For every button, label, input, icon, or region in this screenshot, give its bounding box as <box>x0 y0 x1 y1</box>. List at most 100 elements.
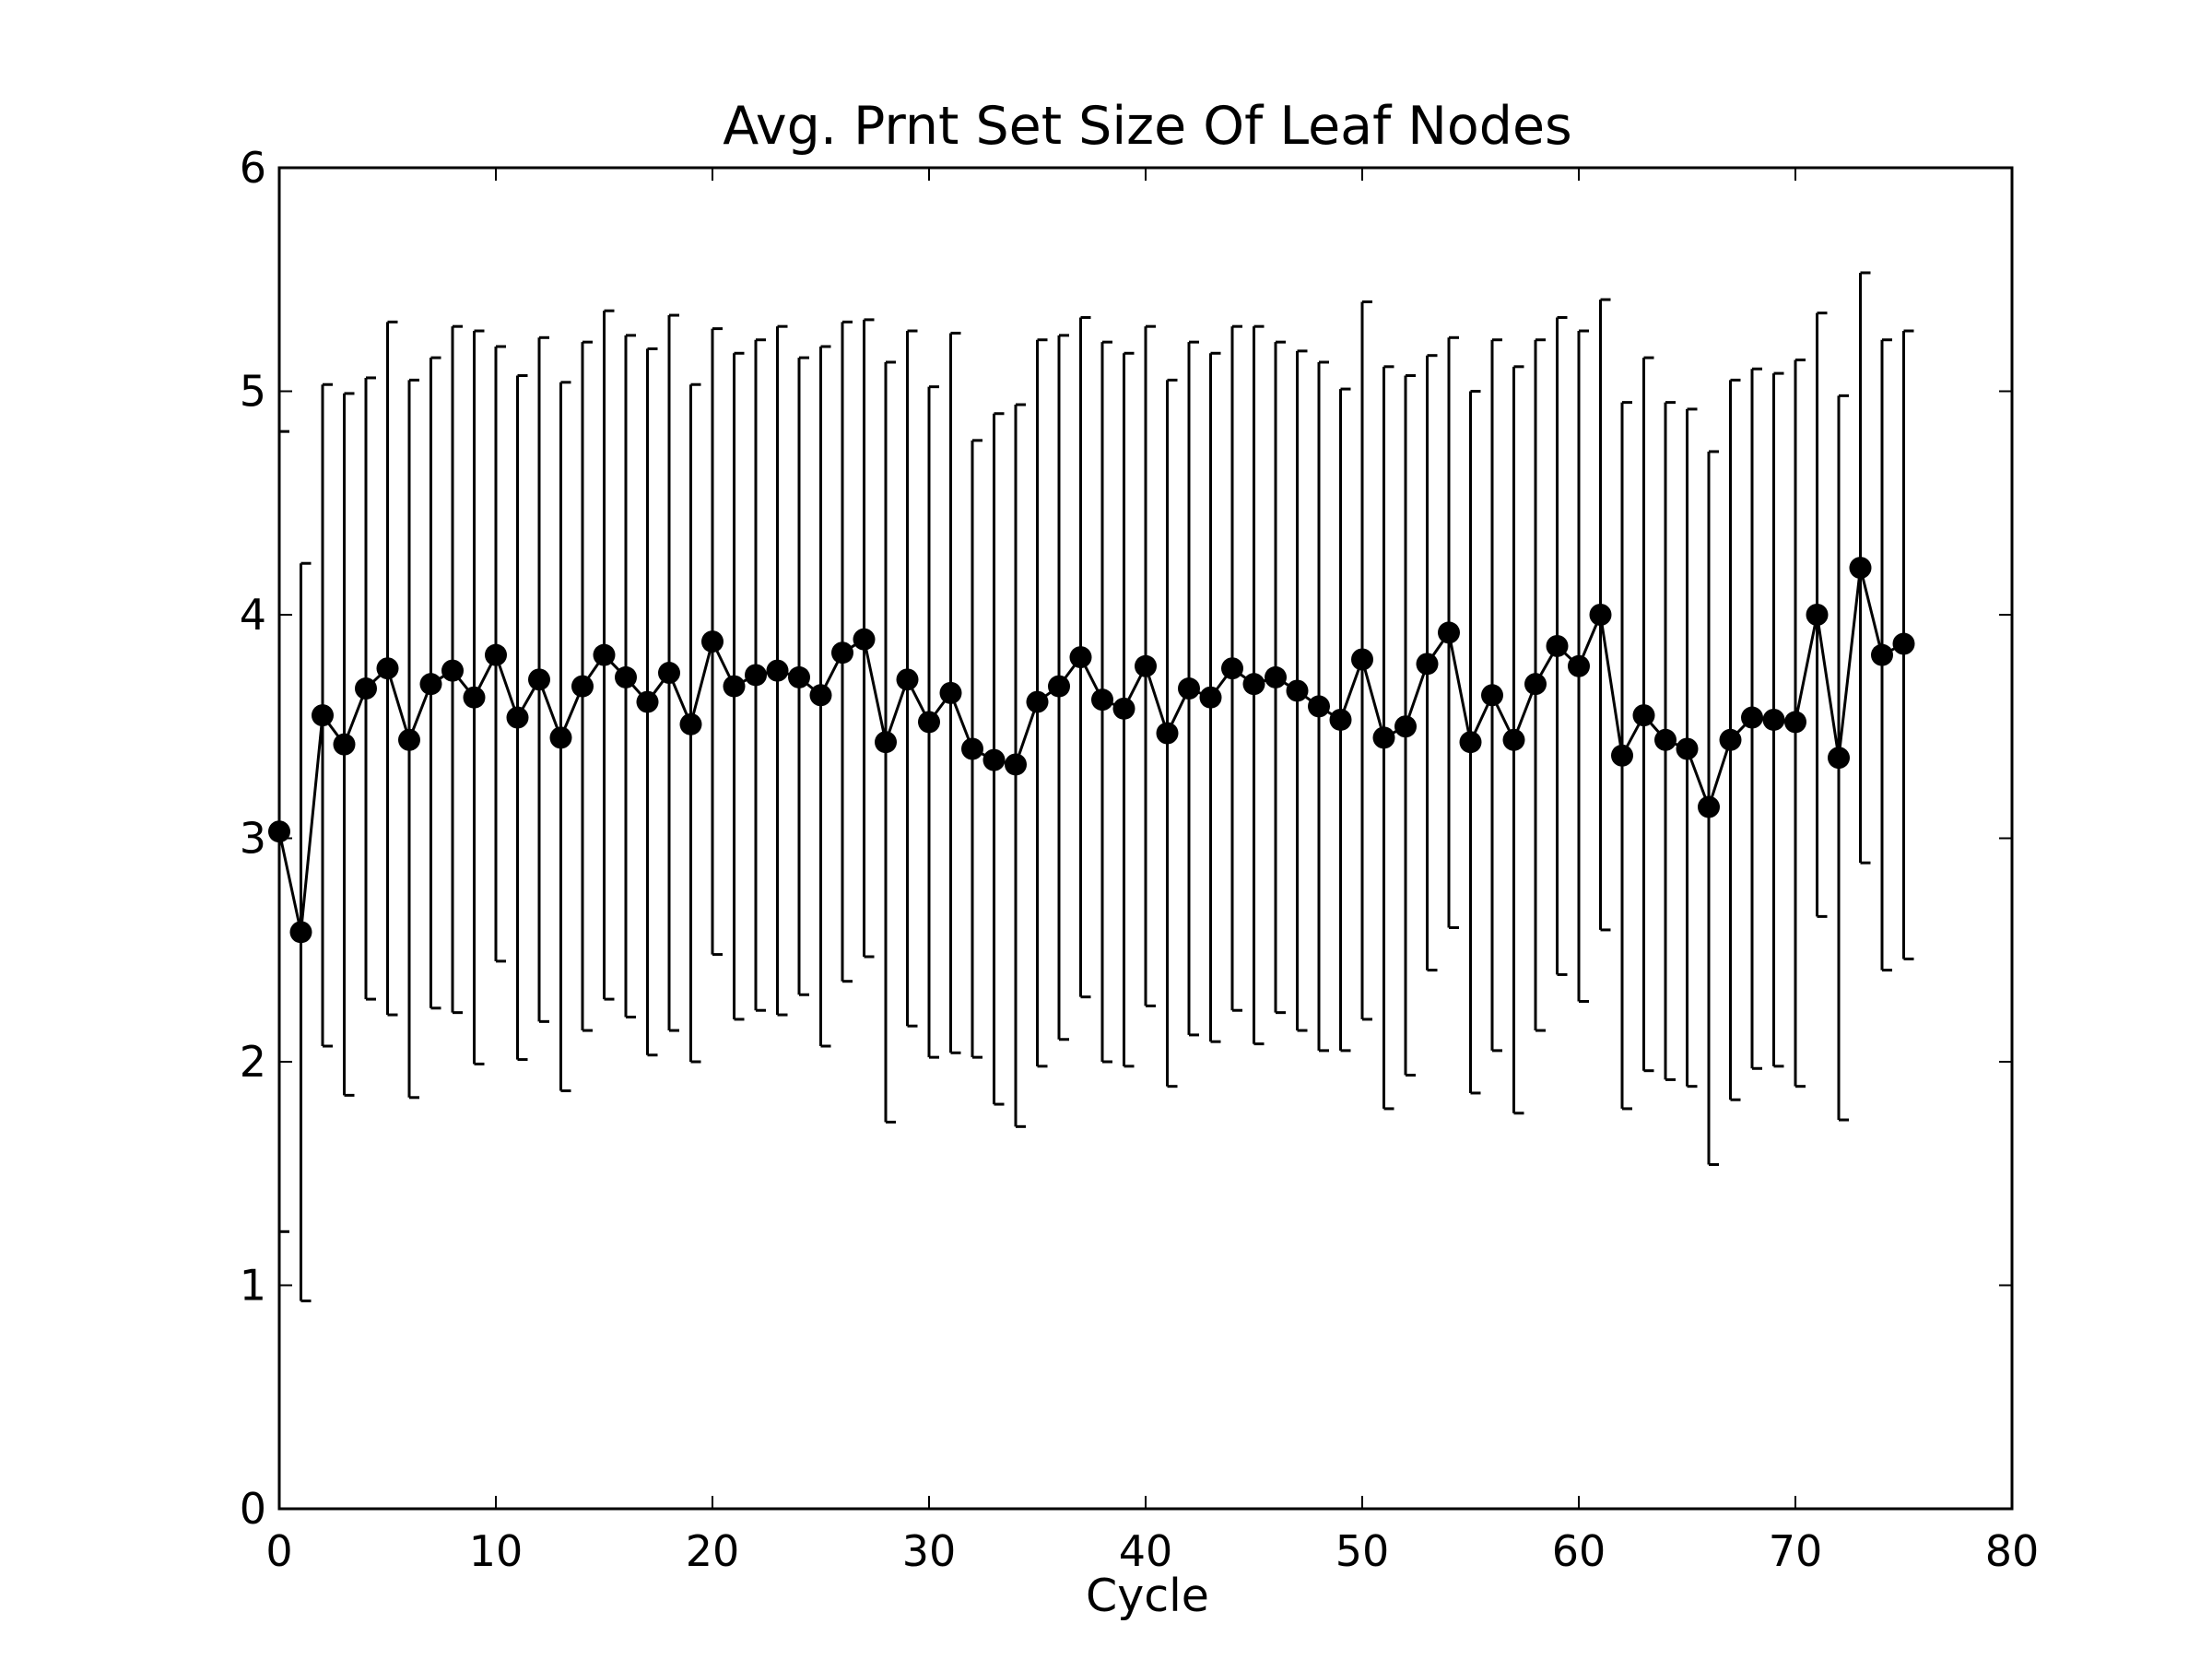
data-point <box>506 706 529 729</box>
axis-ticks <box>278 167 2013 1510</box>
chart-title: Avg. Prnt Set Size Of Leaf Nodes <box>723 96 1572 157</box>
y-tick-label: 1 <box>240 1261 266 1311</box>
x-tick-label: 30 <box>902 1526 957 1576</box>
data-point <box>1069 646 1092 669</box>
data-point <box>463 686 486 709</box>
data-point <box>1654 728 1677 751</box>
data-point <box>1308 695 1330 718</box>
data-point <box>1178 677 1200 700</box>
data-point <box>982 748 1006 771</box>
data-point <box>1849 557 1872 580</box>
data-point <box>1762 708 1785 731</box>
data-point <box>1048 675 1070 698</box>
y-tick-label: 6 <box>240 143 266 193</box>
data-point <box>1416 653 1439 676</box>
data-point <box>1351 648 1373 671</box>
series-line-group <box>277 567 1905 933</box>
y-tick-label: 3 <box>240 814 266 864</box>
data-point <box>1546 634 1569 657</box>
x-tick-labels: 0 10 20 30 40 50 60 70 80 <box>265 1526 2039 1576</box>
data-point <box>571 675 594 698</box>
data-point <box>1719 728 1742 751</box>
data-point <box>485 643 507 666</box>
data-point <box>1242 673 1265 696</box>
data-point <box>636 690 659 713</box>
x-tick-label: 50 <box>1335 1526 1390 1576</box>
data-point <box>1481 684 1503 707</box>
data-point <box>1026 690 1049 713</box>
data-point <box>355 677 377 700</box>
data-point <box>1828 747 1850 770</box>
data-point <box>788 665 810 688</box>
data-point <box>1005 753 1027 776</box>
data-point <box>549 726 572 749</box>
data-point <box>723 675 746 698</box>
y-tick-label: 2 <box>240 1037 266 1087</box>
data-point <box>312 704 334 727</box>
data-point <box>853 628 876 651</box>
data-point <box>766 659 789 682</box>
data-point <box>1806 604 1829 626</box>
data-point <box>896 668 919 691</box>
data-point <box>1871 643 1893 666</box>
data-point <box>1372 726 1395 749</box>
data-point <box>376 657 399 680</box>
data-point <box>528 668 550 691</box>
y-tick-label: 4 <box>240 590 266 640</box>
data-point <box>1502 728 1525 751</box>
x-tick-label: 60 <box>1552 1526 1606 1576</box>
data-point <box>1589 604 1612 626</box>
x-tick-label: 40 <box>1119 1526 1173 1576</box>
y-tick-labels: 0 1 2 3 4 5 6 <box>240 143 266 1534</box>
x-tick-label: 0 <box>265 1526 292 1576</box>
data-point <box>1112 697 1135 720</box>
data-point <box>1091 688 1113 712</box>
x-tick-label: 20 <box>686 1526 740 1576</box>
data-point <box>1524 673 1547 696</box>
data-point <box>1568 654 1590 677</box>
y-tick-label: 0 <box>240 1484 266 1534</box>
data-point <box>1438 621 1460 644</box>
data-point <box>333 733 356 756</box>
data-point <box>1741 706 1763 729</box>
data-point <box>1676 737 1699 760</box>
series-line <box>277 567 1905 933</box>
data-point <box>1611 744 1633 767</box>
data-point <box>1698 795 1720 818</box>
x-tick-label: 70 <box>1769 1526 1823 1576</box>
data-point <box>419 673 442 696</box>
data-point <box>1221 657 1243 680</box>
data-point <box>1632 704 1655 727</box>
data-point <box>745 664 767 687</box>
data-markers <box>268 557 1915 944</box>
data-point <box>1135 654 1157 677</box>
error-bars <box>277 271 1914 1302</box>
data-point <box>701 630 724 653</box>
data-point <box>398 728 420 751</box>
data-point <box>875 731 897 754</box>
data-point <box>1892 632 1915 655</box>
x-tick-label: 10 <box>469 1526 524 1576</box>
data-point <box>1784 711 1806 734</box>
data-point <box>918 711 940 734</box>
data-point <box>1265 665 1287 688</box>
data-point <box>831 641 853 665</box>
y-tick-label: 5 <box>240 367 266 417</box>
x-axis-label: Cycle <box>1086 1570 1209 1622</box>
data-point <box>939 681 962 704</box>
data-point <box>1286 679 1309 702</box>
data-point <box>658 662 680 685</box>
data-point <box>809 684 832 707</box>
data-point <box>1199 686 1222 709</box>
plot-area <box>268 166 2014 1511</box>
x-tick-label: 80 <box>1985 1526 2040 1576</box>
data-point <box>1459 731 1482 754</box>
data-point <box>961 737 983 760</box>
data-point <box>441 659 464 682</box>
data-point <box>679 712 702 735</box>
data-point <box>1329 708 1352 731</box>
data-point <box>615 665 637 688</box>
data-point <box>1156 722 1179 745</box>
data-point <box>1394 715 1417 738</box>
